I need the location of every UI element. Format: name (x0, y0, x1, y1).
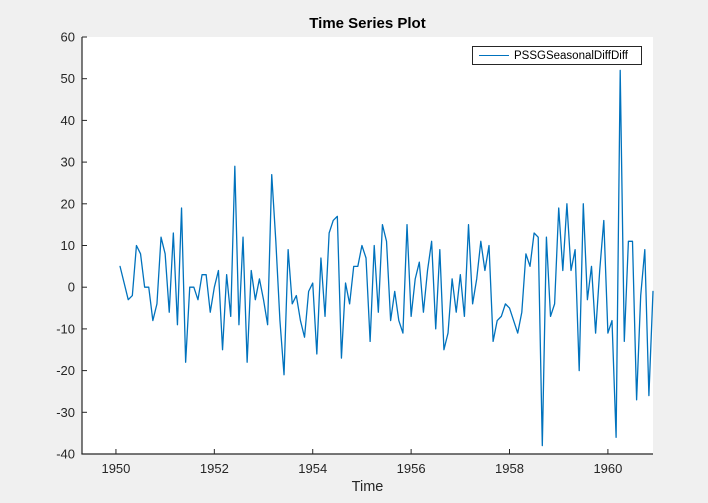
plot-title: Time Series Plot (309, 15, 426, 32)
y-tick-label: 0 (68, 280, 75, 295)
x-axis-label: Time (351, 479, 384, 495)
legend-entry-label: PSSGSeasonalDiffDiff (514, 49, 628, 62)
y-tick-label: -40 (56, 447, 75, 462)
x-tick-label: 1960 (593, 461, 622, 476)
plot-area-background (82, 37, 653, 454)
y-tick-label: -10 (56, 321, 75, 336)
y-tick-label: 50 (61, 71, 75, 86)
legend-line-sample-icon (479, 55, 509, 56)
x-tick-label: 1954 (298, 461, 327, 476)
legend[interactable]: PSSGSeasonalDiffDiff (472, 46, 642, 65)
y-tick-label: 40 (61, 113, 75, 128)
series-line (119, 69, 654, 447)
x-tick-label: 1956 (397, 461, 426, 476)
x-tick-label: 1952 (200, 461, 229, 476)
y-tick-label: 20 (61, 196, 75, 211)
x-tick-label: 1958 (495, 461, 524, 476)
y-tick-label: 10 (61, 238, 75, 253)
x-tick-label: 1950 (101, 461, 130, 476)
y-tick-label: 60 (61, 30, 75, 45)
y-tick-label: -30 (56, 405, 75, 420)
y-tick-label: -20 (56, 363, 75, 378)
y-tick-label: 30 (61, 155, 75, 170)
